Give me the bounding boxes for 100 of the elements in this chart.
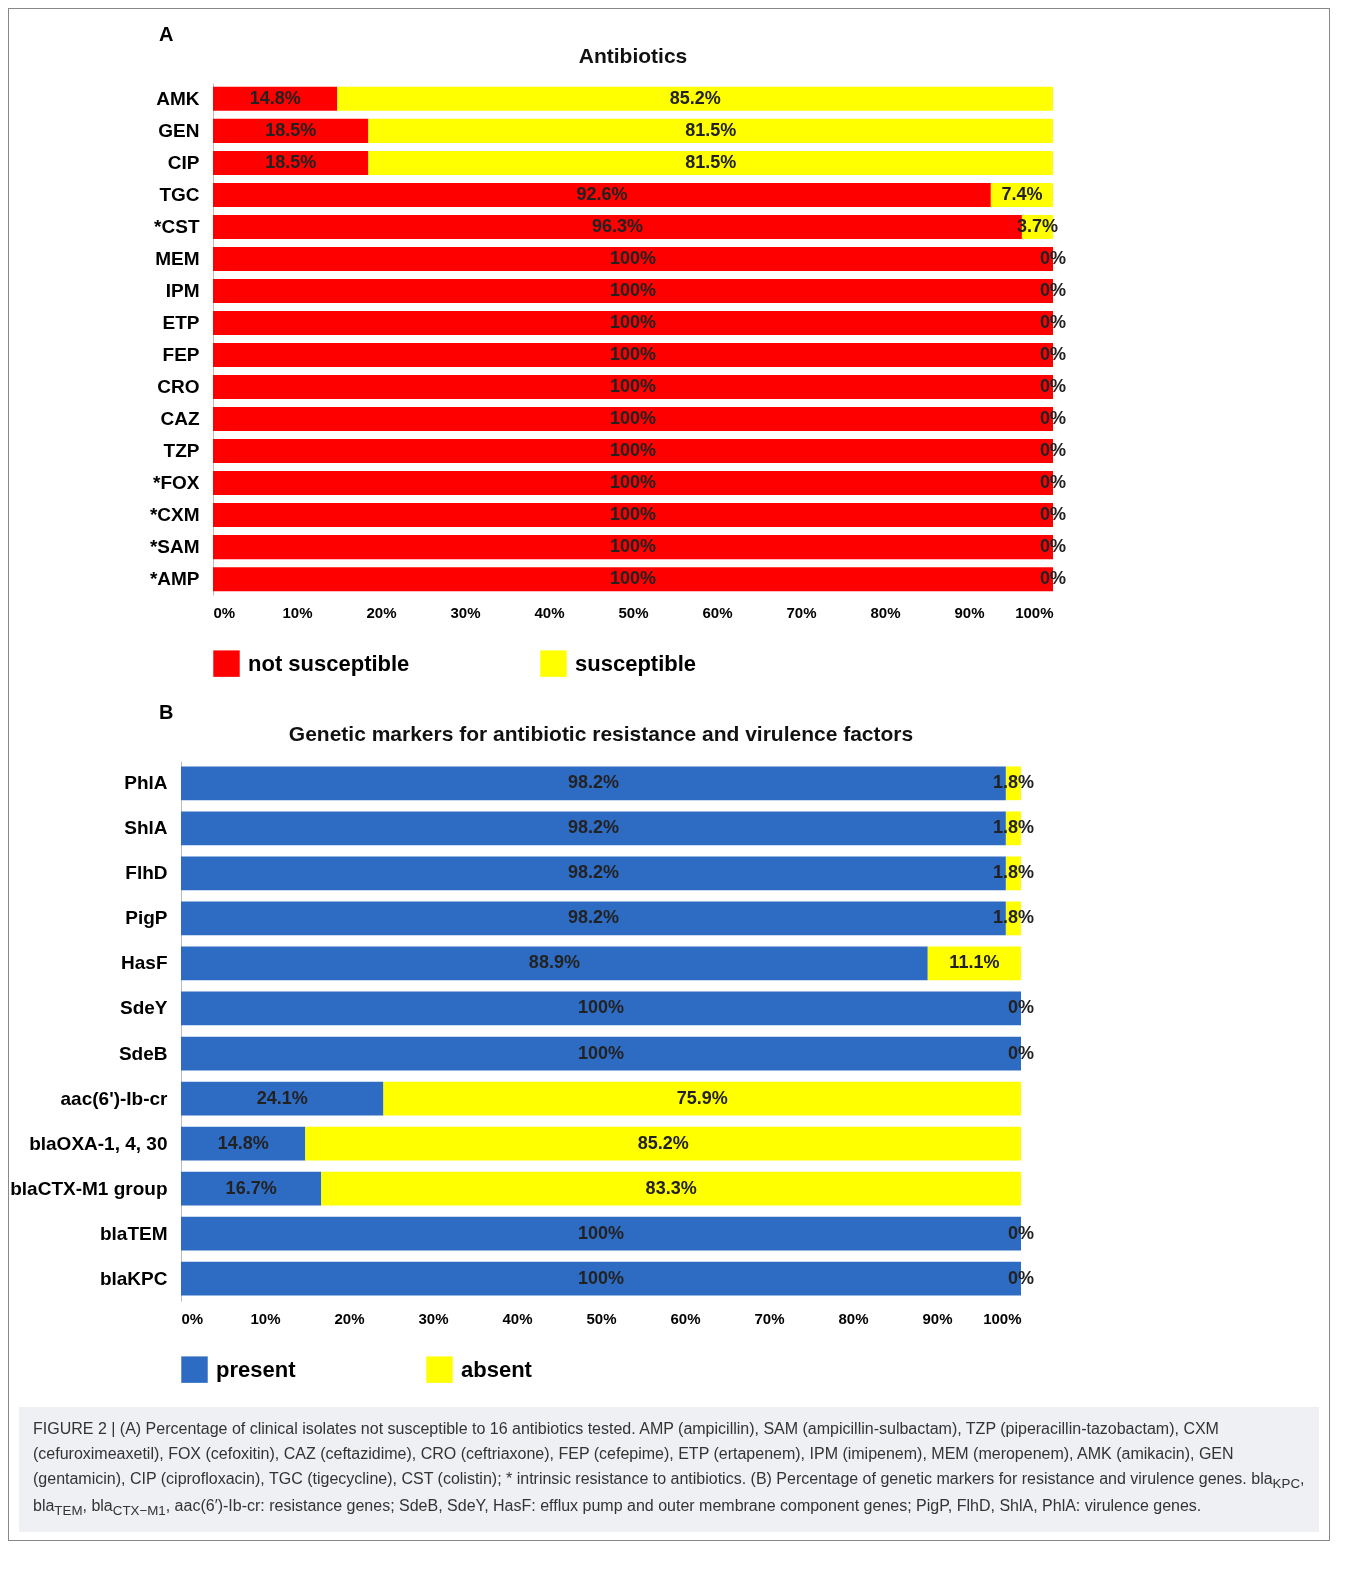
chart-title: Antibiotics [578, 44, 688, 67]
data-label: 18.5% [265, 151, 317, 172]
y-tick-label: blaTEM [99, 1222, 168, 1244]
x-tick-label: 10% [250, 1309, 281, 1327]
x-tick-label: 70% [754, 1309, 785, 1327]
data-label: 0% [1039, 376, 1067, 397]
x-tick-label: 60% [702, 603, 733, 621]
data-label: 0% [1039, 279, 1067, 300]
data-label: 100% [609, 504, 657, 525]
data-label: 85.2% [669, 87, 721, 108]
data-label: 0% [1039, 568, 1067, 589]
legend-label: susceptible [575, 650, 697, 676]
y-tick-label: AMK [156, 87, 200, 109]
data-label: 83.3% [645, 1177, 697, 1198]
y-tick-label: ShlA [124, 817, 168, 839]
data-label: 16.7% [225, 1177, 277, 1198]
x-tick-label: 90% [922, 1309, 953, 1327]
data-label: 100% [609, 568, 657, 589]
data-label: 98.2% [567, 772, 619, 793]
x-tick-label: 20% [366, 603, 397, 621]
data-label: 0% [1039, 311, 1067, 332]
data-label: 18.5% [265, 119, 317, 140]
data-label: 0% [1039, 344, 1067, 365]
y-tick-label: CAZ [160, 408, 200, 430]
y-tick-label: CRO [157, 376, 200, 398]
y-tick-label: blaOXA-1, 4, 30 [29, 1132, 168, 1154]
x-tick-label: 60% [670, 1309, 701, 1327]
data-label: 98.2% [567, 817, 619, 838]
data-label: 0% [1007, 1222, 1035, 1243]
x-tick-label: 50% [586, 1309, 617, 1327]
x-tick-label: 90% [954, 603, 985, 621]
y-tick-label: PhlA [124, 772, 168, 794]
y-tick-label: GEN [158, 119, 200, 141]
x-tick-label: 30% [450, 603, 481, 621]
y-tick-label: SdeY [119, 997, 168, 1019]
y-tick-label: TGC [159, 183, 200, 205]
x-tick-label: 100% [983, 1309, 1022, 1327]
bar [368, 118, 1053, 143]
y-tick-label: blaKPC [99, 1267, 168, 1289]
y-tick-label: PigP [125, 907, 168, 929]
data-label: 1.8% [992, 862, 1034, 883]
data-label: 100% [609, 536, 657, 557]
data-label: 81.5% [685, 119, 737, 140]
data-label: 0% [1007, 997, 1035, 1018]
data-label: 100% [609, 344, 657, 365]
x-tick-label: 70% [786, 603, 817, 621]
data-label: 14.8% [217, 1132, 269, 1153]
data-label: 88.9% [528, 952, 580, 973]
data-label: 24.1% [256, 1087, 308, 1108]
data-label: 81.5% [685, 151, 737, 172]
chart-title: Genetic markers for antibiotic resistance and virulence factors [288, 722, 914, 745]
data-label: 100% [609, 247, 657, 268]
x-tick-label: 40% [534, 603, 565, 621]
data-label: 0% [1039, 247, 1067, 268]
bar [383, 1081, 1021, 1116]
text: FIGURE 2 | (A) Percentage of clinical isolates not susceptible to 16 antibiotics tested. AMP (ampicillin), SAM (ampicillin-sulbactam), TZP (piperacillin-tazobactam), CXM (cefuroximeaxetil), FOX (cefoxitin), CAZ (ceftazidime), CRO (ceftriaxone), FEP (cefepime), ETP (ertapenem), IPM (imipenem), MEM (meropenem), AMK (amikacin), GEN (gentamicin), CIP (ciprofloxacin), TGC (tigecycline), CST (colistin); * intrinsic resistance to antibiotics. (B) Percentage of genetic markers for resistance and virulence genes. bla$_{KPC}$, bla$_{TEM}$, bla$_{CTX−M1}$, aac(6′)-Ib-cr: resistance genes; SdeB, SdeY, HasF: efflux pump and outer membrane component genes; PigP, FlhD, ShlA, PhlA: virulence genes. [33, 1420, 1305, 1519]
data-label: 100% [577, 1222, 625, 1243]
bar [213, 182, 991, 207]
x-tick-label: 30% [418, 1309, 449, 1327]
data-label: 11.1% [949, 952, 1000, 973]
y-tick-label: blaCTX-M1 group [10, 1177, 168, 1199]
data-label: 14.8% [249, 87, 301, 108]
x-tick-label: 40% [502, 1309, 533, 1327]
y-tick-label: *CXM [149, 504, 200, 526]
y-tick-label: TZP [163, 440, 200, 462]
y-tick-label: aac(6')-Ib-cr [60, 1087, 169, 1109]
y-tick-label: *CST [154, 215, 200, 237]
data-label: 100% [609, 408, 657, 429]
y-tick-label: *AMP [149, 568, 200, 590]
bar [181, 1171, 322, 1206]
data-label: 100% [577, 1267, 625, 1288]
data-label: 100% [609, 311, 657, 332]
x-tick-label: 80% [838, 1309, 869, 1327]
y-tick-label: *SAM [149, 536, 200, 558]
legend-label: not susceptible [248, 650, 410, 676]
x-tick-label: 80% [870, 603, 901, 621]
data-label: 85.2% [637, 1132, 689, 1153]
bar [368, 150, 1053, 175]
text: A [159, 23, 174, 45]
bar [305, 1126, 1021, 1161]
x-tick-label: 100% [1015, 603, 1054, 621]
data-label: 0% [1039, 504, 1067, 525]
bar [181, 1081, 384, 1116]
data-label: 100% [609, 376, 657, 397]
data-label: 96.3% [591, 215, 643, 236]
y-tick-label: MEM [155, 247, 200, 269]
data-label: 7.4% [1001, 183, 1043, 204]
data-label: 0% [1039, 408, 1067, 429]
x-tick-label: 20% [334, 1309, 365, 1327]
y-tick-label: ETP [162, 311, 200, 333]
data-label: 0% [1039, 440, 1067, 461]
data-label: 0% [1039, 472, 1067, 493]
legend-label: absent [461, 1356, 533, 1382]
bar [181, 946, 928, 981]
data-label: 0% [1007, 1267, 1035, 1288]
x-tick-label: 0% [213, 603, 236, 621]
y-tick-label: FlhD [125, 862, 168, 884]
x-tick-label: 0% [181, 1309, 204, 1327]
data-label: 100% [577, 1042, 625, 1063]
y-tick-label: FEP [162, 344, 200, 366]
